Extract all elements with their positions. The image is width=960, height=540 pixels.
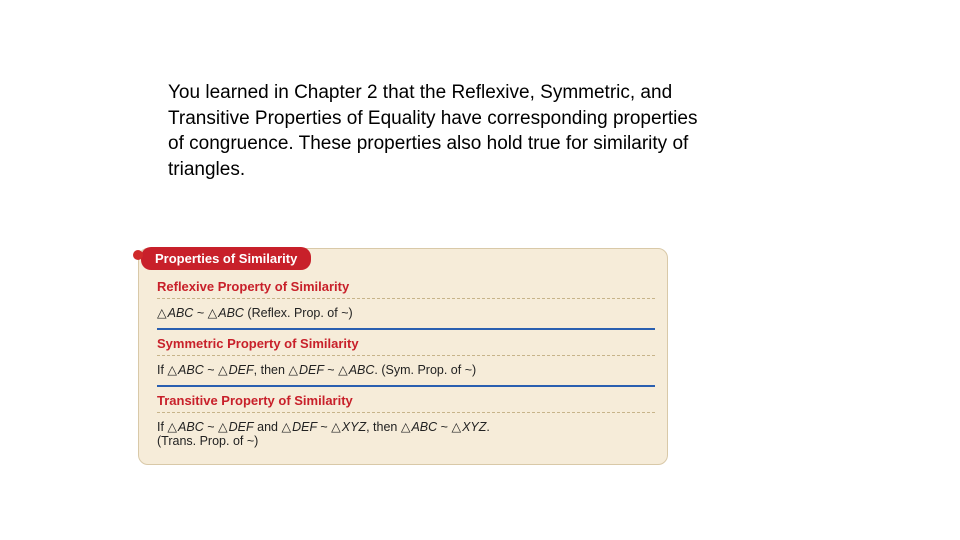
tab-dot-icon (133, 250, 143, 260)
divider-dashed (157, 412, 655, 413)
properties-card: Properties of Similarity Reflexive Prope… (138, 248, 668, 465)
divider-dashed (157, 298, 655, 299)
card-tab-label: Properties of Similarity (141, 247, 311, 270)
section-title-transitive: Transitive Property of Similarity (157, 393, 655, 408)
divider-blue (157, 385, 655, 387)
card-body: Reflexive Property of Similarity △ABC ~ … (139, 249, 667, 464)
section-title-symmetric: Symmetric Property of Similarity (157, 336, 655, 351)
section-line-reflexive: △ABC ~ △ABC (Reflex. Prop. of ~) (157, 303, 655, 326)
card-tab-wrap: Properties of Similarity (135, 247, 311, 270)
intro-paragraph: You learned in Chapter 2 that the Reflex… (168, 80, 698, 183)
page-root: You learned in Chapter 2 that the Reflex… (0, 0, 960, 540)
section-line-transitive: If △ABC ~ △DEF and △DEF ~ △XYZ, then △AB… (157, 417, 655, 454)
section-title-reflexive: Reflexive Property of Similarity (157, 279, 655, 294)
section-line-symmetric: If △ABC ~ △DEF, then △DEF ~ △ABC. (Sym. … (157, 360, 655, 383)
divider-dashed (157, 355, 655, 356)
divider-blue (157, 328, 655, 330)
